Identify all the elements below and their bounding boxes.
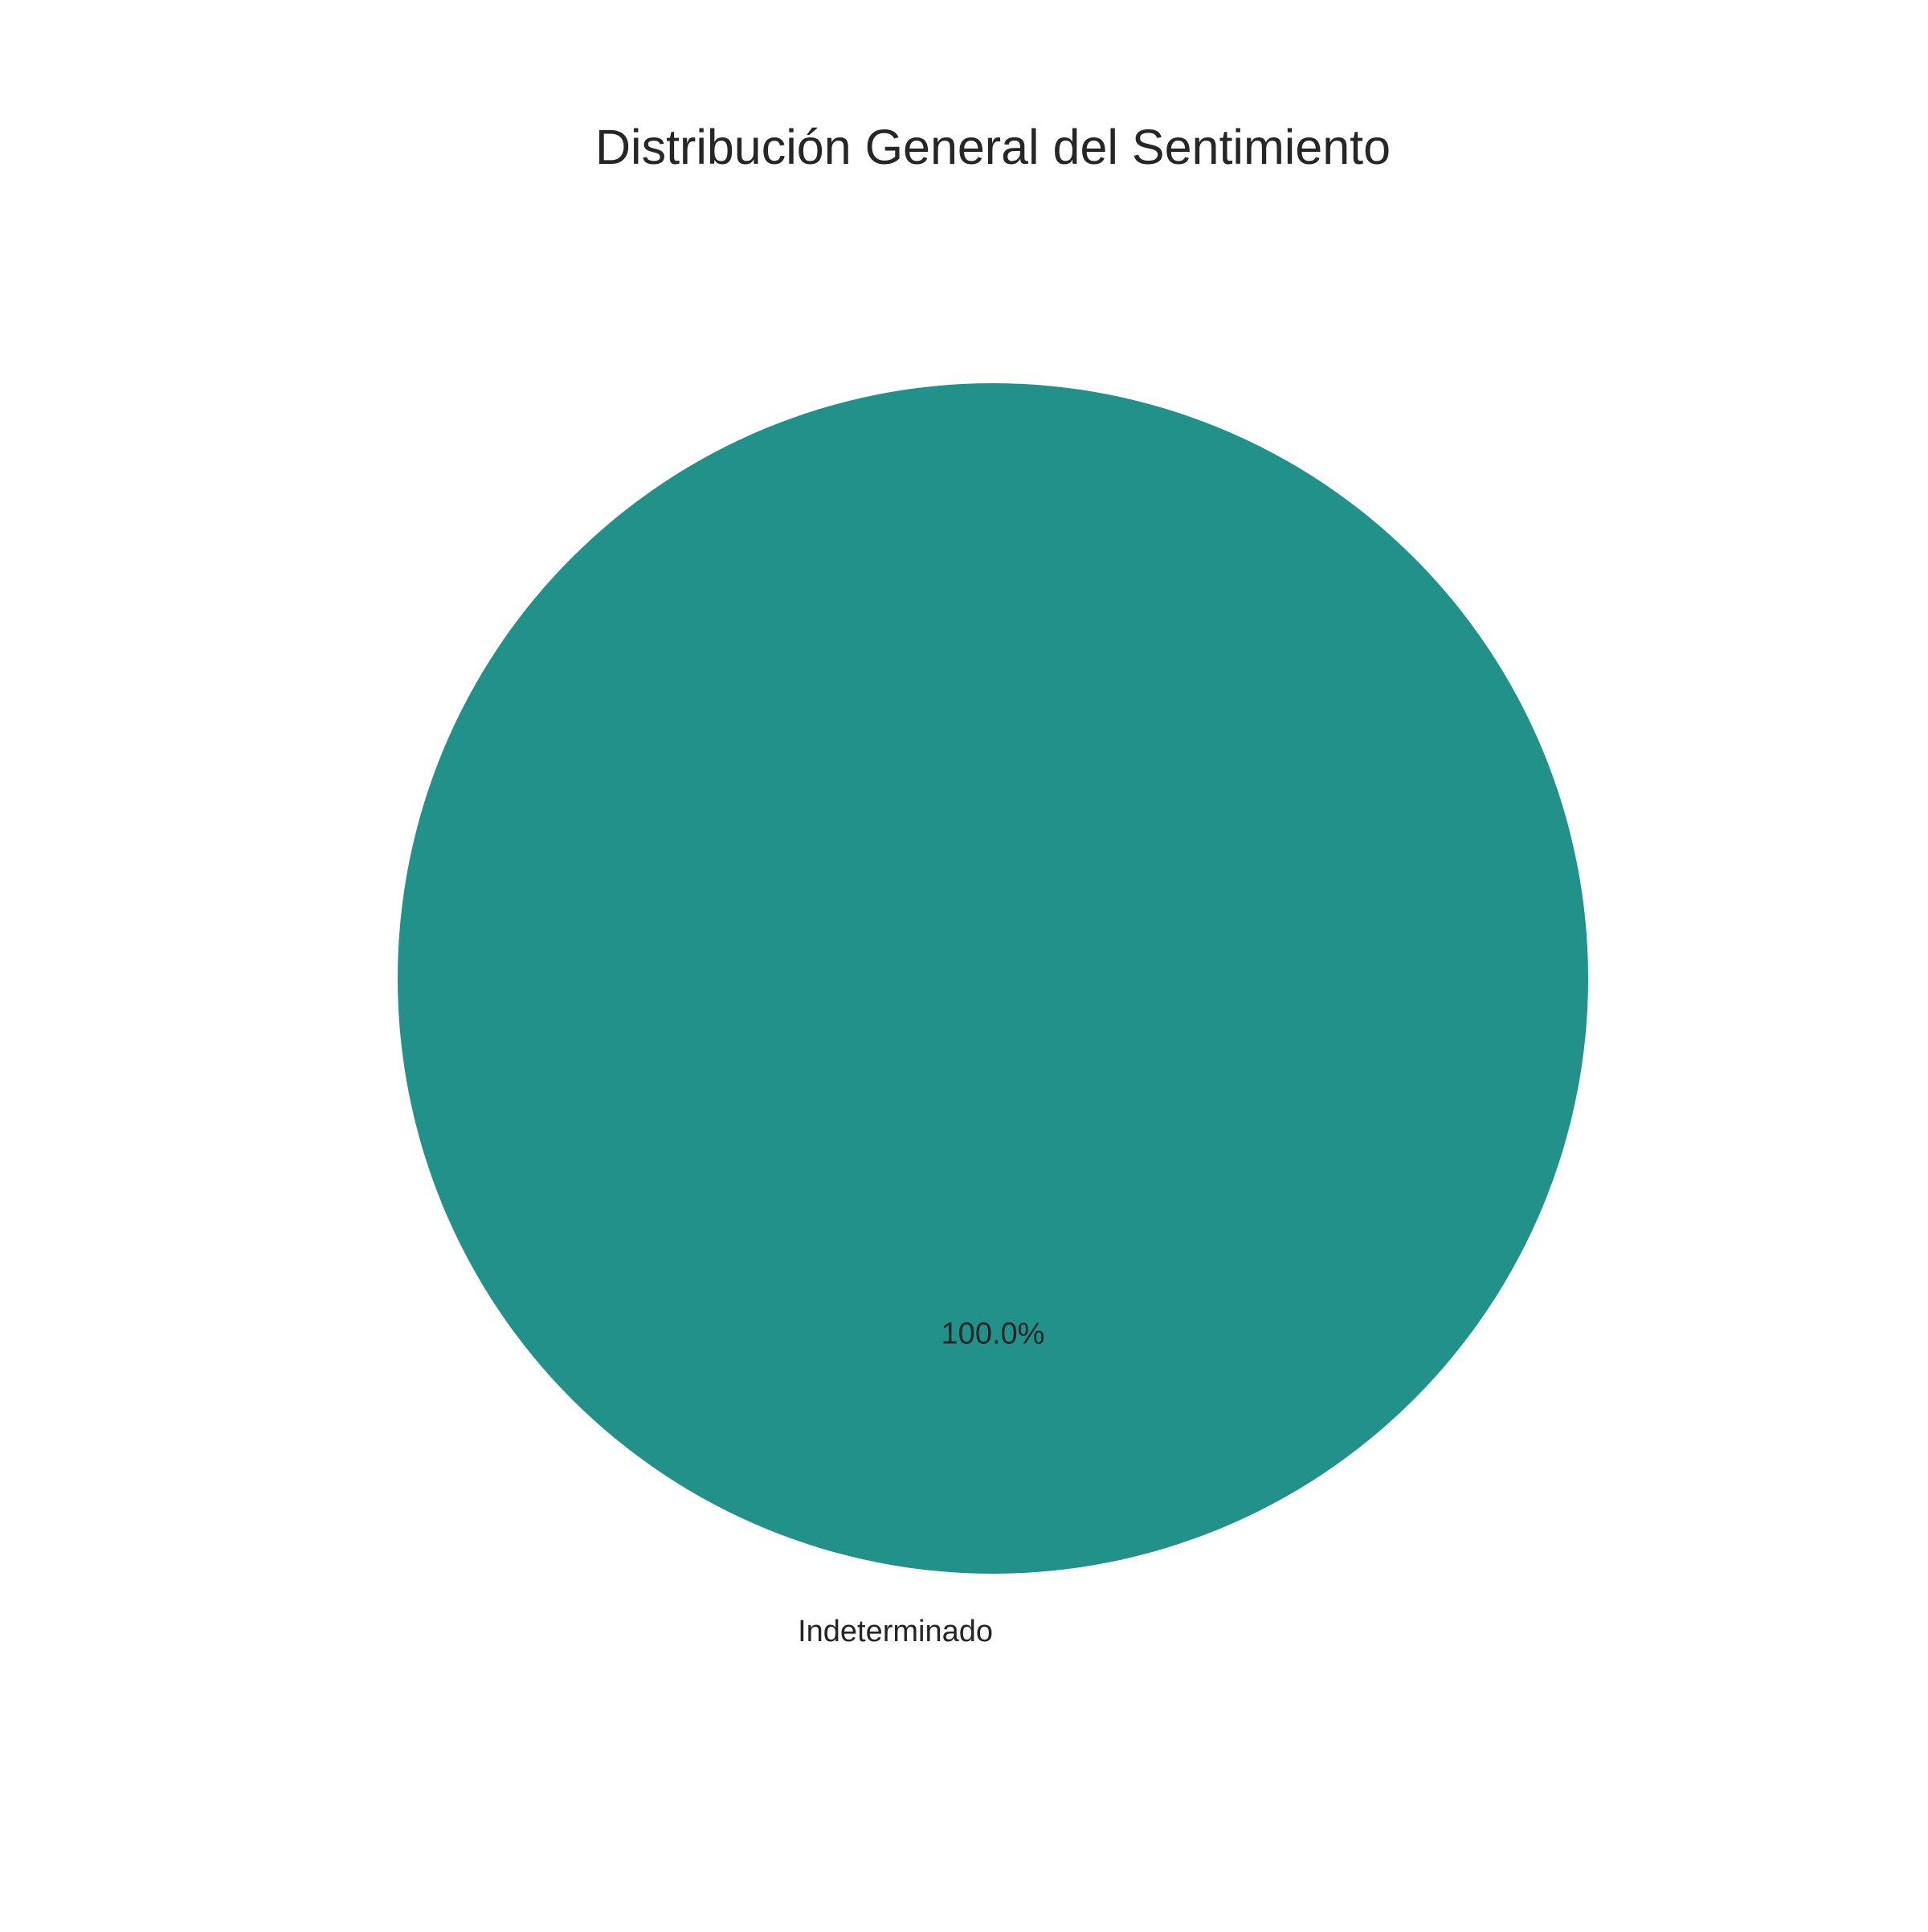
pie-slice-0 (398, 383, 1588, 1574)
pie-percent-label-0: 100.0% (942, 1317, 1045, 1351)
pie-slice-label-0: Indeterminado (798, 1615, 993, 1648)
pie-slices (398, 383, 1588, 1574)
pie-labels: Indeterminado 100.0% (798, 1317, 1044, 1649)
chart-title: Distribución General del Sentimiento (595, 120, 1391, 174)
